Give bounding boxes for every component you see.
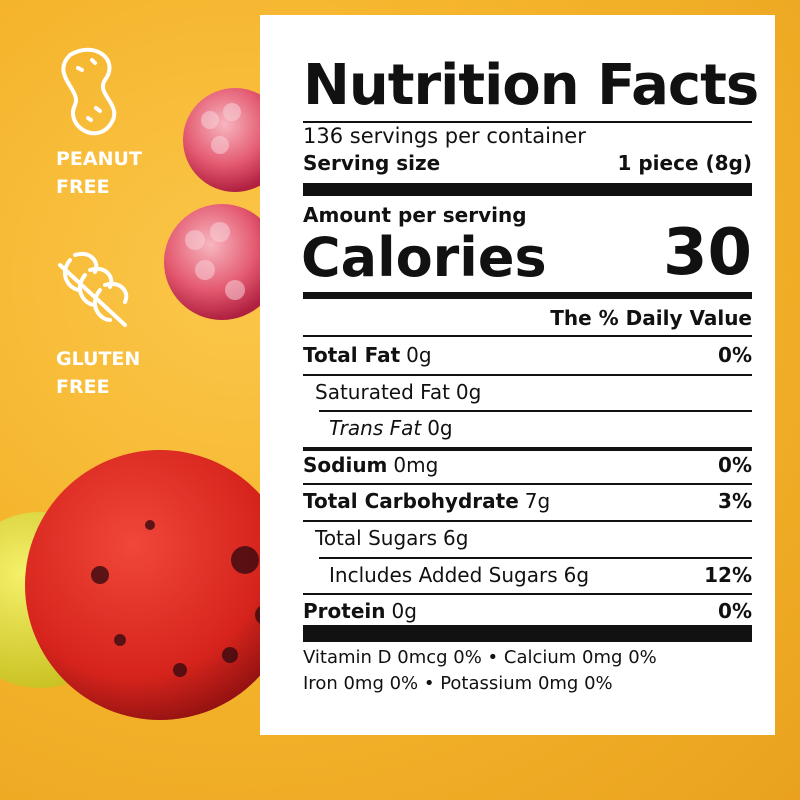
rule	[303, 520, 752, 522]
calories-label: Calories	[301, 226, 547, 289]
nutrition-panel: Nutrition Facts 136 servings per contain…	[260, 15, 775, 735]
nutrient-name: Includes Added Sugars	[329, 562, 558, 587]
daily-value-header: The % Daily Value	[550, 306, 752, 330]
nutrient-amount: 7g	[524, 489, 551, 514]
rule	[303, 625, 752, 642]
badge-text: FREE	[56, 376, 110, 398]
daily-value: 0%	[718, 343, 752, 367]
rule	[303, 593, 752, 596]
rule	[303, 183, 752, 196]
nutrient-name: Protein	[303, 599, 386, 624]
rule	[303, 483, 752, 486]
nutrient-name: Trans Fat	[329, 416, 422, 441]
calories-value: 30	[662, 216, 752, 290]
nutrient-amount: 6g	[563, 562, 590, 587]
daily-value: 3%	[718, 489, 752, 514]
nutrient-name: Total Sugars	[315, 526, 438, 550]
nutrient-name: Total Carbohydrate	[303, 489, 519, 514]
nutrient-amount: 0g	[391, 599, 417, 624]
footer-line: Iron 0mg 0% • Potassium 0mg 0%	[303, 673, 613, 694]
nutrient-amount: 0g	[427, 416, 453, 441]
rule	[303, 446, 752, 451]
badge-text: PEANUT	[56, 148, 142, 170]
label-title: Nutrition Facts	[303, 53, 759, 118]
daily-value: 0%	[718, 599, 752, 624]
rule	[303, 121, 752, 123]
nutrient-amount: 0g	[455, 379, 482, 404]
nutrient-amount: 0mg	[393, 452, 439, 477]
footer-line: Vitamin D 0mcg 0% • Calcium 0mg 0%	[303, 647, 657, 668]
badge-text: FREE	[56, 176, 110, 198]
rule	[303, 292, 752, 299]
nutrient-name: Total Fat	[303, 343, 401, 367]
rule	[303, 373, 752, 376]
rule	[319, 556, 752, 559]
amount-per-serving: Amount per serving	[303, 203, 527, 227]
servings: 136 servings per container	[303, 124, 586, 148]
serving-size: 1 piece (8g)	[617, 151, 752, 175]
daily-value: 0%	[718, 452, 752, 477]
badge-text: GLUTEN	[56, 348, 141, 370]
nutrient-amount: 6g	[443, 526, 469, 550]
serving-size-label: Serving size	[303, 151, 441, 175]
nutrient-amount: 0g	[406, 343, 432, 367]
rule	[303, 335, 752, 337]
daily-value: 12%	[704, 562, 752, 587]
nutrient-name: Sodium	[303, 452, 388, 477]
nutrient-name: Saturated Fat	[315, 379, 450, 404]
rule	[319, 410, 752, 413]
